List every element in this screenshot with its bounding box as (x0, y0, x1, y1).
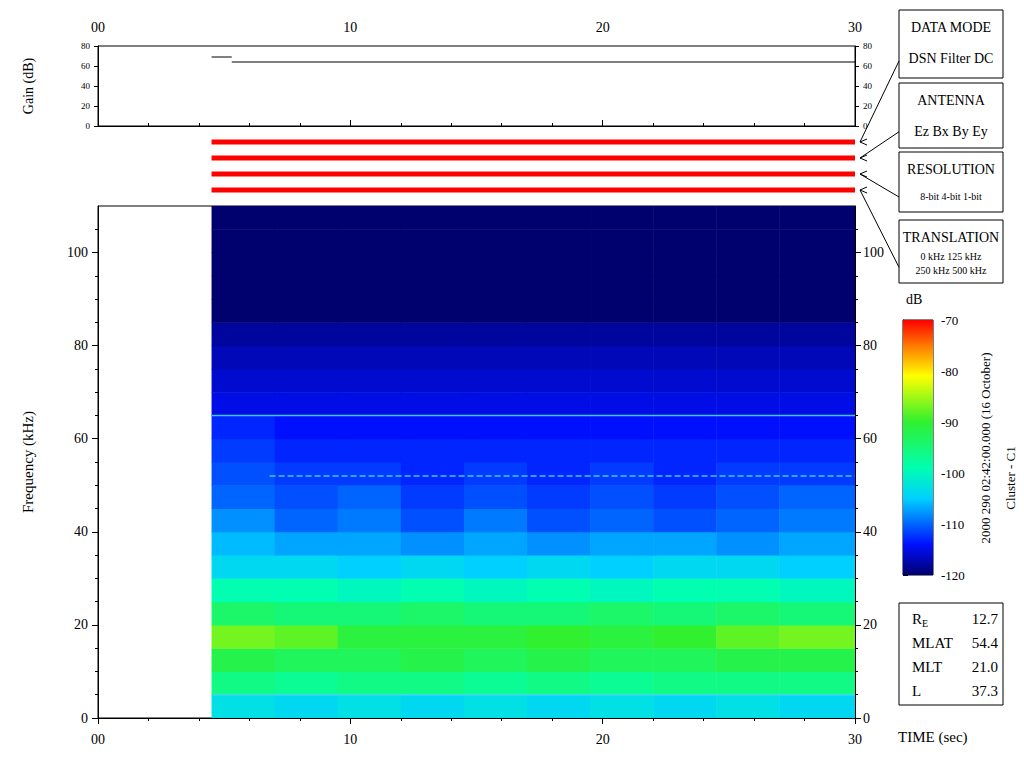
svg-text:40: 40 (863, 81, 873, 91)
svg-text:10: 10 (343, 732, 357, 747)
svg-text:40: 40 (74, 524, 88, 539)
svg-text:R: R (912, 611, 922, 627)
svg-text:L: L (912, 683, 921, 699)
svg-text:Bx: Bx (933, 124, 949, 139)
svg-text:40: 40 (863, 524, 877, 539)
svg-text:0: 0 (81, 711, 88, 726)
svg-text:0: 0 (86, 121, 91, 131)
svg-text:TIME (sec): TIME (sec) (898, 729, 968, 746)
svg-text:20: 20 (863, 617, 877, 632)
svg-text:21.0: 21.0 (972, 659, 998, 675)
svg-text:DSN: DSN (909, 51, 937, 66)
svg-text:100: 100 (67, 245, 88, 260)
svg-text:Gain (dB): Gain (dB) (21, 57, 37, 114)
svg-text:RESOLUTION: RESOLUTION (907, 162, 995, 177)
svg-text:20: 20 (863, 101, 873, 111)
svg-text:DATA MODE: DATA MODE (911, 20, 991, 35)
svg-text:4-bit: 4-bit (942, 191, 961, 202)
svg-text:100: 100 (863, 245, 884, 260)
svg-text:Cluster - C1: Cluster - C1 (1003, 446, 1018, 510)
svg-text:125 kHz: 125 kHz (947, 251, 982, 262)
svg-text:00: 00 (91, 732, 105, 747)
svg-text:By: By (952, 124, 968, 139)
svg-text:80: 80 (863, 41, 873, 51)
svg-text:80: 80 (81, 41, 91, 51)
svg-text:60: 60 (863, 61, 873, 71)
svg-text:80: 80 (74, 338, 88, 353)
svg-text:20: 20 (81, 101, 91, 111)
svg-text:60: 60 (74, 431, 88, 446)
svg-text:-110: -110 (941, 517, 964, 532)
svg-text:30: 30 (848, 732, 862, 747)
svg-text:-80: -80 (941, 364, 958, 379)
svg-text:ANTENNA: ANTENNA (917, 93, 986, 108)
svg-text:0: 0 (863, 121, 868, 131)
svg-text:dB: dB (906, 292, 922, 307)
svg-text:2000 290 02:42:00.000 (16 Octo: 2000 290 02:42:00.000 (16 October) (978, 352, 993, 543)
svg-text:10: 10 (343, 20, 357, 35)
svg-text:500 kHz: 500 kHz (952, 265, 987, 276)
svg-text:0 kHz: 0 kHz (921, 251, 946, 262)
svg-text:12.7: 12.7 (972, 611, 999, 627)
svg-text:30: 30 (848, 20, 862, 35)
svg-text:40: 40 (81, 81, 91, 91)
svg-text:MLAT: MLAT (912, 635, 953, 651)
svg-text:0: 0 (863, 711, 870, 726)
svg-text:-100: -100 (941, 466, 965, 481)
svg-text:-90: -90 (941, 415, 958, 430)
svg-text:60: 60 (81, 61, 91, 71)
svg-text:250 kHz: 250 kHz (916, 265, 951, 276)
svg-text:-70: -70 (941, 313, 958, 328)
svg-text:MLT: MLT (912, 659, 942, 675)
svg-text:Frequency (kHz): Frequency (kHz) (20, 411, 37, 513)
svg-text:60: 60 (863, 431, 877, 446)
svg-text:DC: DC (974, 51, 993, 66)
svg-text:00: 00 (91, 20, 105, 35)
svg-text:54.4: 54.4 (972, 635, 999, 651)
svg-text:Ez: Ez (914, 124, 929, 139)
svg-text:20: 20 (74, 617, 88, 632)
svg-text:37.3: 37.3 (972, 683, 998, 699)
svg-text:8-bit: 8-bit (920, 191, 939, 202)
svg-text:1-bit: 1-bit (963, 191, 982, 202)
svg-text:20: 20 (596, 20, 610, 35)
svg-text:Filter: Filter (940, 51, 971, 66)
svg-text:80: 80 (863, 338, 877, 353)
svg-text:-120: -120 (941, 568, 965, 583)
svg-text:20: 20 (596, 732, 610, 747)
svg-text:Ey: Ey (972, 124, 988, 139)
svg-text:E: E (922, 618, 928, 629)
svg-text:TRANSLATION: TRANSLATION (903, 230, 999, 245)
